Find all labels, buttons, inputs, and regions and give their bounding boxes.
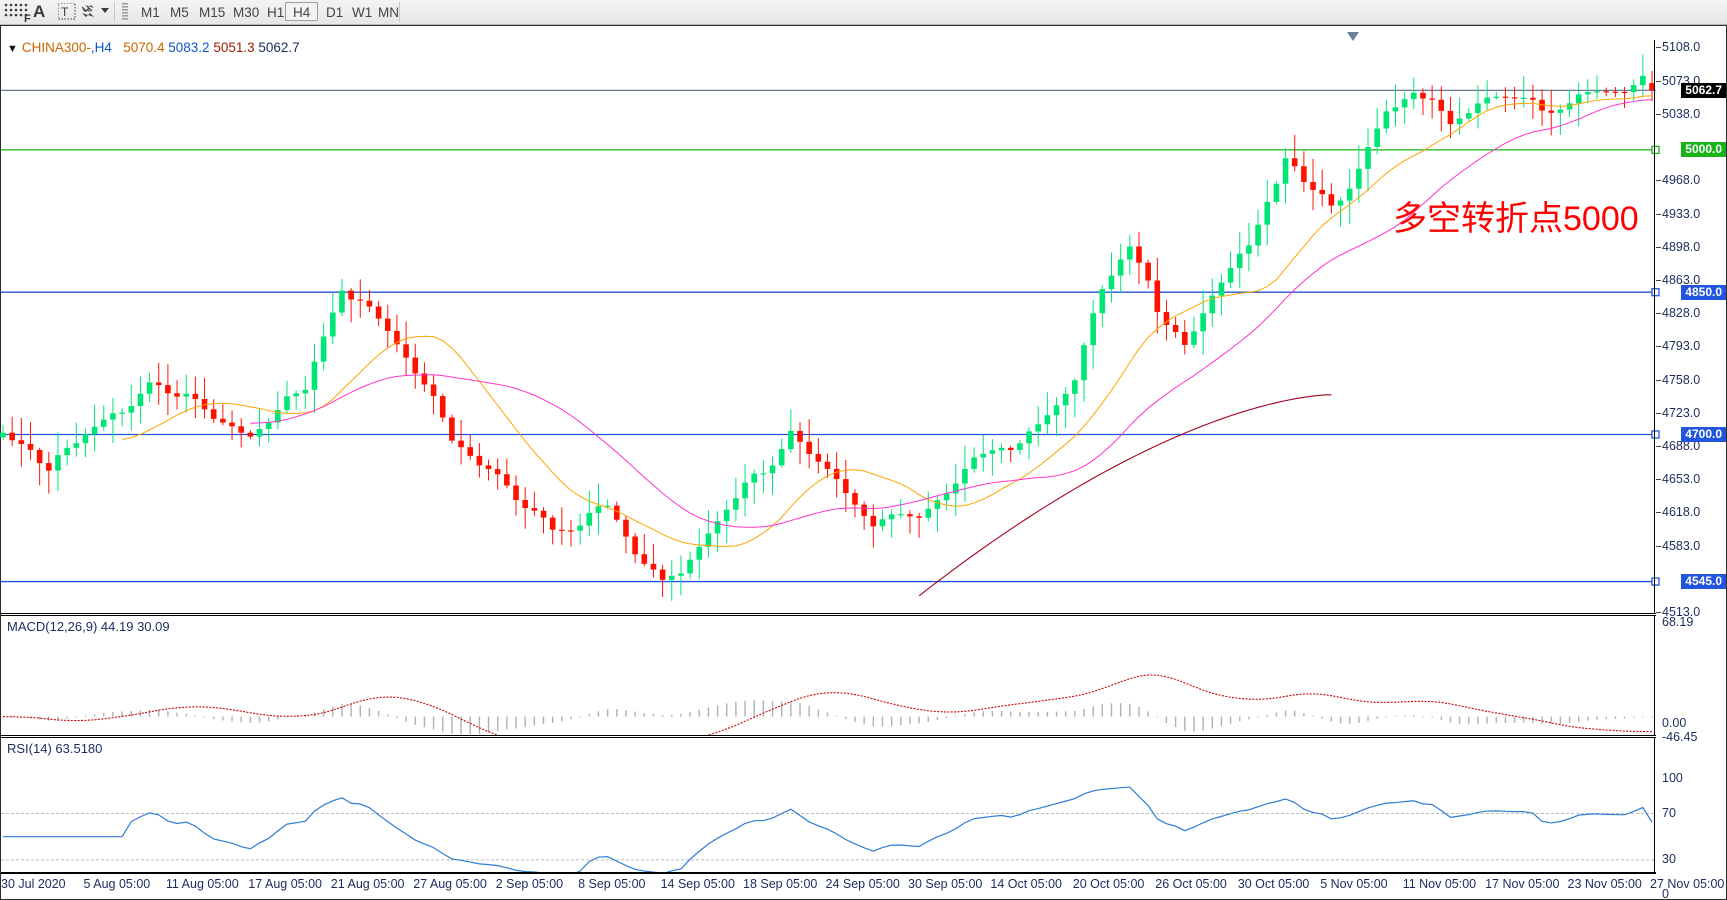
svg-text:F: F: [24, 13, 31, 22]
svg-text:T: T: [61, 5, 69, 19]
